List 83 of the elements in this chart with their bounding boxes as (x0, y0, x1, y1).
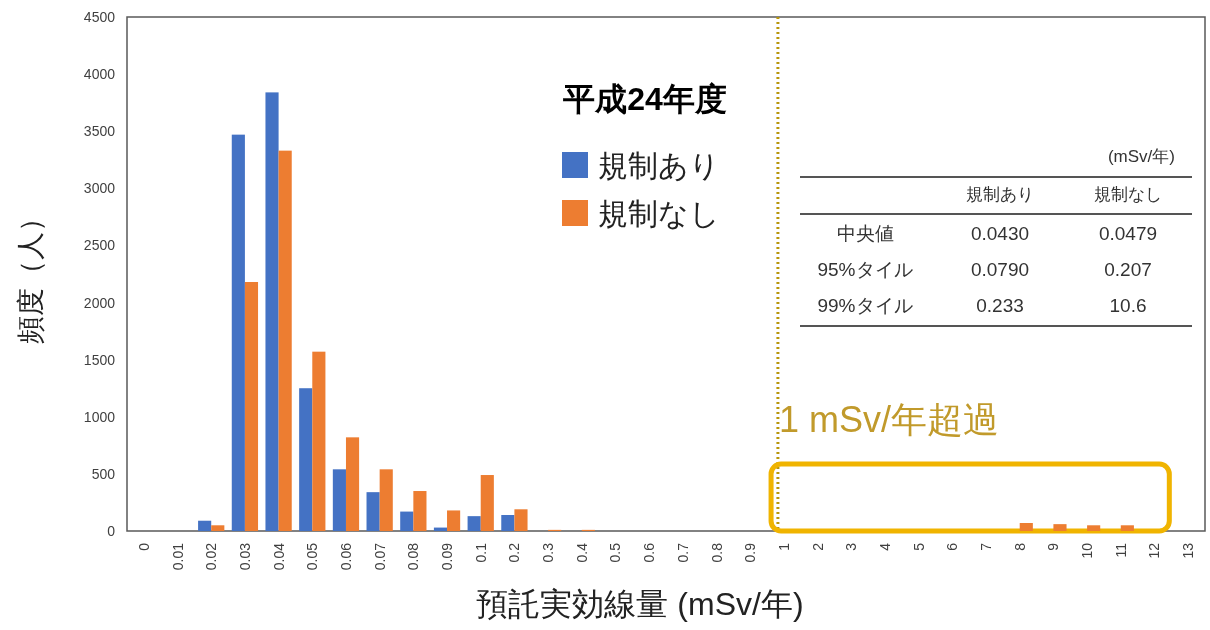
x-tick-label: 0.2 (506, 542, 523, 563)
bar (1087, 525, 1101, 531)
annotation: 1 mSv/年超過 (779, 399, 1000, 440)
x-tick-label: 0.4 (573, 542, 590, 563)
x-tick-label: 0 (135, 542, 152, 551)
annotation: (mSv/年) (1107, 147, 1175, 166)
x-tick-label: 10 (1079, 542, 1096, 559)
x-tick-label: 7 (978, 542, 995, 551)
bar (299, 388, 313, 531)
x-tick-label: 0.1 (472, 542, 489, 563)
x-tick-label: 0.9 (742, 542, 759, 563)
annotation: 0.0479 (1098, 223, 1158, 244)
annotation: 中央値 (836, 223, 894, 244)
y-tick-label: 2000 (83, 294, 116, 311)
bar (211, 525, 225, 531)
x-tick-label: 0.7 (674, 542, 691, 563)
bar (278, 150, 292, 531)
x-tick-label: 0.3 (540, 542, 557, 563)
x-axis-title: 預託実効線量 (mSv/年) (476, 586, 804, 622)
bar (447, 510, 461, 531)
bar (1120, 525, 1134, 531)
x-tick-label: 0.09 (439, 542, 456, 571)
x-tick-label: 12 (1146, 542, 1163, 559)
bar (514, 509, 528, 531)
x-tick-label: 0.04 (270, 542, 287, 571)
y-axis-title: 頻度（人） (15, 204, 46, 344)
y-tick-label: 4000 (83, 66, 116, 83)
x-tick-label: 1 (775, 542, 792, 551)
bar (265, 92, 279, 531)
bar (1019, 523, 1033, 531)
text: 平成24年度 (562, 81, 727, 117)
x-tick-label: 0.5 (607, 542, 624, 563)
x-tick-label: 0.8 (708, 542, 725, 563)
x-tick-label: 0.06 (337, 542, 354, 571)
x-tick-label: 3 (843, 542, 860, 551)
y-tick-label: 3000 (83, 180, 116, 197)
y-tick-label: 2500 (83, 237, 116, 254)
annotation: 0.0430 (970, 223, 1030, 244)
bar (379, 469, 393, 531)
x-tick-label: 4 (876, 542, 893, 551)
x-tick-label: 13 (1180, 542, 1197, 559)
legend-label: 規制なし (598, 197, 720, 230)
bar (1053, 524, 1067, 531)
x-tick-label: 0.6 (641, 542, 658, 563)
annotation: 0.207 (1104, 259, 1152, 280)
bar (345, 437, 360, 531)
bar (501, 515, 515, 531)
bar (467, 516, 481, 531)
annotation: 0.0790 (970, 259, 1030, 280)
x-tick-label: 0.08 (405, 542, 422, 571)
annotation: 規制あり (966, 185, 1034, 204)
bar (332, 469, 346, 531)
y-tick-label: 0 (107, 523, 116, 539)
y-tick-label: 1500 (83, 351, 116, 368)
x-tick-label: 11 (1112, 542, 1129, 558)
x-tick-label: 5 (910, 542, 927, 551)
x-tick-label: 0.03 (236, 542, 253, 571)
x-tick-label: 0.05 (304, 542, 321, 571)
legend-label: 規制あり (598, 149, 720, 182)
annotation: 95%タイル (817, 259, 913, 280)
x-tick-label: 6 (944, 542, 961, 551)
x-tick-label: 0.07 (371, 542, 388, 571)
annotation: 10.6 (1109, 295, 1147, 316)
bar (198, 520, 212, 531)
bar (231, 134, 245, 531)
bar (413, 491, 427, 531)
y-tick-label: 4500 (83, 9, 116, 25)
x-tick-label: 2 (809, 542, 826, 551)
annotation: 0.233 (976, 295, 1024, 316)
y-tick-label: 500 (91, 465, 116, 482)
annotation: 規制なし (1094, 185, 1162, 204)
bar (366, 492, 380, 531)
bar (400, 511, 414, 531)
x-tick-label: 9 (1045, 542, 1062, 551)
x-tick-label: 8 (1011, 542, 1028, 551)
bar (244, 282, 259, 531)
y-tick-label: 1000 (83, 408, 116, 425)
x-tick-label: 0.01 (169, 542, 186, 571)
x-tick-label: 0.02 (203, 542, 220, 571)
annotation: 99%タイル (817, 295, 913, 316)
bar (480, 475, 494, 531)
y-tick-label: 3500 (83, 123, 116, 140)
bar (312, 351, 326, 531)
